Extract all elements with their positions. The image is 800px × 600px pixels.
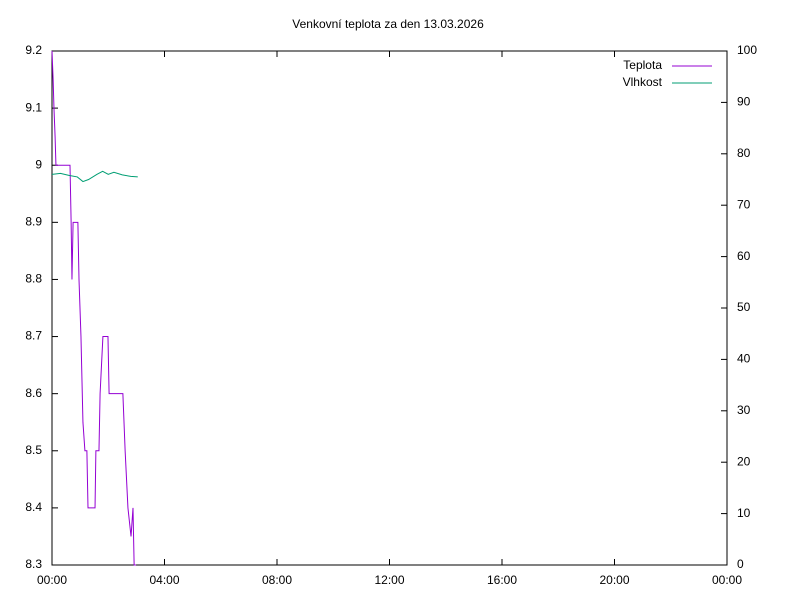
y-tick-label: 9.1 <box>25 100 42 114</box>
y2-tick-label: 80 <box>737 146 751 160</box>
legend-label: Vlhkost <box>623 75 663 89</box>
chart-title: Venkovní teplota za den 13.03.2026 <box>292 17 484 31</box>
y2-tick-label: 90 <box>737 95 751 109</box>
y-tick-label: 8.9 <box>25 215 42 229</box>
x-tick-label: 16:00 <box>487 573 517 587</box>
y-tick-label: 8.5 <box>25 443 42 457</box>
series-line <box>51 170 138 183</box>
legend-label: Teplota <box>623 58 662 72</box>
y2-tick-label: 70 <box>737 197 751 211</box>
y2-tick-label: 40 <box>737 352 751 366</box>
y2-tick-label: 20 <box>737 454 751 468</box>
x-tick-label: 08:00 <box>262 573 292 587</box>
y2-tick-label: 50 <box>737 300 751 314</box>
series-line <box>51 50 137 566</box>
y-tick-label: 9.2 <box>25 43 42 57</box>
x-tick-label: 12:00 <box>374 573 404 587</box>
y2-tick-label: 0 <box>737 557 744 571</box>
y2-tick-label: 10 <box>737 506 751 520</box>
y-tick-label: 8.6 <box>25 386 42 400</box>
y2-tick-label: 30 <box>737 403 751 417</box>
y-tick-label: 8.4 <box>25 500 42 514</box>
y-tick-label: 9 <box>35 157 42 171</box>
y2-tick-label: 100 <box>737 43 757 57</box>
y-tick-label: 8.3 <box>25 557 42 571</box>
x-tick-label: 20:00 <box>599 573 629 587</box>
x-tick-label: 00:00 <box>712 573 742 587</box>
y-tick-label: 8.7 <box>25 329 42 343</box>
y2-tick-label: 60 <box>737 249 751 263</box>
x-tick-label: 00:00 <box>37 573 67 587</box>
x-tick-label: 04:00 <box>149 573 179 587</box>
y-tick-label: 8.8 <box>25 272 42 286</box>
